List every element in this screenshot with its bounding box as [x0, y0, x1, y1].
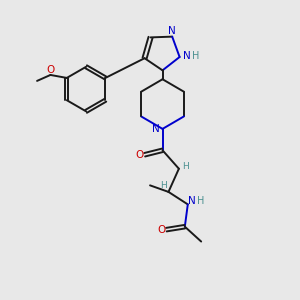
Text: O: O [157, 225, 165, 235]
Text: N: N [152, 124, 160, 134]
Text: O: O [135, 150, 143, 160]
Text: H: H [192, 50, 200, 61]
Text: H: H [197, 196, 205, 206]
Text: H: H [182, 162, 189, 171]
Text: N: N [168, 26, 176, 36]
Text: O: O [46, 65, 55, 76]
Text: H: H [160, 182, 166, 190]
Text: N: N [183, 50, 191, 61]
Text: N: N [188, 196, 196, 206]
